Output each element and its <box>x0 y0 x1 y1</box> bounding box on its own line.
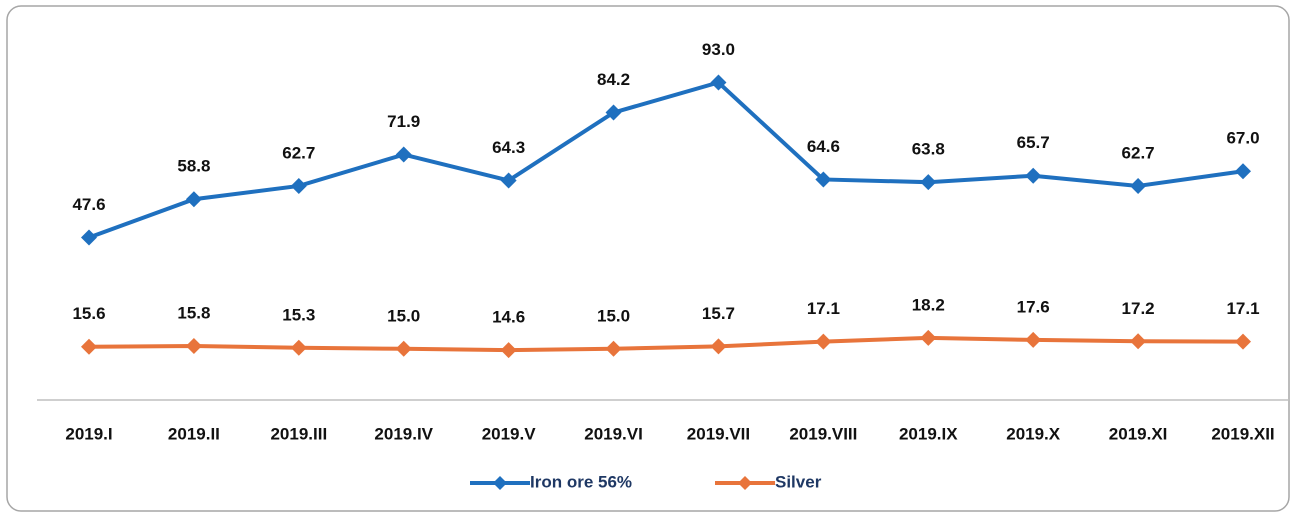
x-tick-label: 2019.VII <box>687 424 750 443</box>
data-label: 71.9 <box>387 112 420 131</box>
marker <box>185 338 202 355</box>
x-tick-label: 2019.IV <box>374 424 433 443</box>
legend-marker <box>493 476 507 490</box>
data-label: 15.8 <box>177 304 210 323</box>
data-label: 14.6 <box>492 308 525 327</box>
data-label: 15.6 <box>72 304 105 323</box>
marker <box>815 333 832 350</box>
data-label: 63.8 <box>912 140 945 159</box>
data-label: 62.7 <box>282 143 315 162</box>
marker <box>1235 163 1251 180</box>
x-tick-label: 2019.II <box>168 424 220 443</box>
x-tick-label: 2019.XI <box>1109 424 1168 443</box>
marker <box>1025 167 1042 184</box>
data-label: 15.7 <box>702 304 735 323</box>
data-label: 17.1 <box>807 299 840 318</box>
x-tick-label: 2019.VIII <box>789 424 857 443</box>
data-label: 47.6 <box>72 195 105 214</box>
marker <box>1130 177 1147 194</box>
x-tick-label: 2019.X <box>1006 424 1061 443</box>
marker <box>395 146 412 163</box>
legend-text: Silver <box>775 472 822 491</box>
marker <box>500 172 517 189</box>
marker <box>605 340 622 357</box>
x-tick-label: 2019.VI <box>584 424 643 443</box>
data-label: 67.0 <box>1226 129 1259 148</box>
marker <box>185 191 202 208</box>
data-label: 62.7 <box>1122 143 1155 162</box>
data-label: 64.3 <box>492 138 525 157</box>
data-label: 15.3 <box>282 305 315 324</box>
x-tick-label: 2019.IX <box>899 424 958 443</box>
data-label: 18.2 <box>912 295 945 314</box>
x-tick-label: 2019.III <box>270 424 327 443</box>
marker <box>395 340 412 357</box>
marker <box>920 329 937 346</box>
x-tick-label: 2019.I <box>65 424 112 443</box>
marker <box>710 338 727 355</box>
data-label: 17.2 <box>1122 299 1155 318</box>
data-label: 17.6 <box>1017 297 1050 316</box>
marker <box>605 104 622 121</box>
marker <box>81 338 97 355</box>
data-label: 17.1 <box>1226 299 1259 318</box>
marker <box>81 229 97 246</box>
marker <box>1235 333 1251 350</box>
series-line <box>88 335 1244 353</box>
x-tick-label: 2019.V <box>482 424 537 443</box>
marker <box>290 339 307 356</box>
data-label: 84.2 <box>597 70 630 89</box>
data-label: 15.0 <box>597 306 630 325</box>
marker <box>290 177 307 194</box>
marker <box>1130 333 1147 350</box>
data-label: 93.0 <box>702 40 735 59</box>
marker <box>815 171 832 188</box>
legend-marker <box>738 476 752 490</box>
chart-border <box>6 5 1290 512</box>
marker <box>1025 331 1042 348</box>
data-label: 58.8 <box>177 157 210 176</box>
legend-text: Iron ore 56% <box>530 472 632 491</box>
marker <box>920 174 937 191</box>
data-label: 15.0 <box>387 306 420 325</box>
marker <box>710 74 727 91</box>
series-line <box>88 80 1244 240</box>
marker <box>500 342 517 359</box>
data-label: 64.6 <box>807 137 840 156</box>
x-tick-label: 2019.XII <box>1211 424 1274 443</box>
data-label: 65.7 <box>1017 133 1050 152</box>
